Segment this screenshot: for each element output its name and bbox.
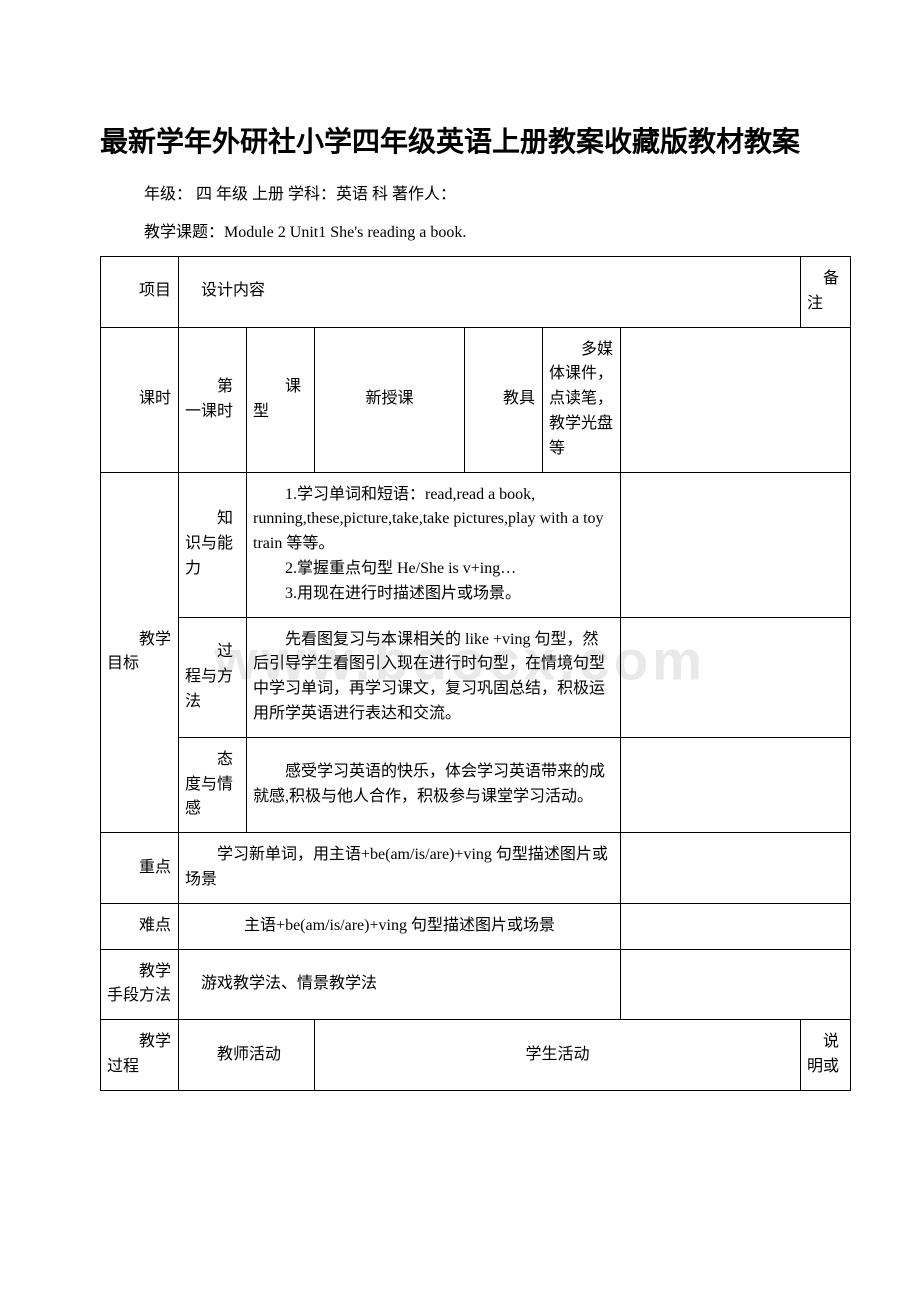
table-row: 项目 设计内容 备注 xyxy=(101,257,851,328)
student-activity-header: 学生活动 xyxy=(315,1020,801,1091)
period-remark xyxy=(621,327,851,472)
method-label: 教学手段方法 xyxy=(101,949,179,1020)
attitude-text: 感受学习英语的快乐，体会学习英语带来的成就感,积极与他人合作，积极参与课堂学习活… xyxy=(247,737,621,832)
table-row: 教学目标 知识与能力 1.学习单词和短语：read,read a book, r… xyxy=(101,472,851,617)
header-remark: 备注 xyxy=(801,257,851,328)
period-label: 课时 xyxy=(101,327,179,472)
knowledge-label: 知识与能力 xyxy=(179,472,247,617)
table-row: 课时 第一课时 课型 新授课 教具 多媒体课件，点读笔，教学光盘等 xyxy=(101,327,851,472)
class-type-label: 课型 xyxy=(247,327,315,472)
difficult-label: 难点 xyxy=(101,903,179,949)
attitude-remark xyxy=(621,737,851,832)
header-project: 项目 xyxy=(101,257,179,328)
process-row-label: 教学过程 xyxy=(101,1020,179,1091)
process-label: 过程与方法 xyxy=(179,617,247,737)
method-remark xyxy=(621,949,851,1020)
table-row: 教学手段方法 游戏教学法、情景教学法 xyxy=(101,949,851,1020)
class-type-value: 新授课 xyxy=(315,327,465,472)
table-row: 难点 主语+be(am/is/are)+ving 句型描述图片或场景 xyxy=(101,903,851,949)
keypoint-label: 重点 xyxy=(101,833,179,904)
process-remark xyxy=(621,617,851,737)
difficult-remark xyxy=(621,903,851,949)
keypoint-remark xyxy=(621,833,851,904)
tool-label: 教具 xyxy=(465,327,543,472)
meta-line-1: 年级： 四 年级 上册 学科：英语 科 著作人： xyxy=(144,180,820,204)
document-title: 最新学年外研社小学四年级英语上册教案收藏版教材教案 xyxy=(100,120,820,160)
meta-line-2: 教学课题：Module 2 Unit1 She's reading a book… xyxy=(144,218,820,242)
table-row: 重点 学习新单词，用主语+be(am/is/are)+ving 句型描述图片或场… xyxy=(101,833,851,904)
teacher-activity-header: 教师活动 xyxy=(179,1020,315,1091)
process-text: 先看图复习与本课相关的 like +ving 句型，然后引导学生看图引入现在进行… xyxy=(247,617,621,737)
header-design-content: 设计内容 xyxy=(179,257,801,328)
difficult-text: 主语+be(am/is/are)+ving 句型描述图片或场景 xyxy=(179,903,621,949)
period-value: 第一课时 xyxy=(179,327,247,472)
table-row: 过程与方法 先看图复习与本课相关的 like +ving 句型，然后引导学生看图… xyxy=(101,617,851,737)
process-note-header: 说明或 xyxy=(801,1020,851,1091)
method-text: 游戏教学法、情景教学法 xyxy=(179,949,621,1020)
keypoint-text: 学习新单词，用主语+be(am/is/are)+ving 句型描述图片或场景 xyxy=(179,833,621,904)
attitude-label: 态度与情感 xyxy=(179,737,247,832)
tool-value: 多媒体课件，点读笔，教学光盘等 xyxy=(543,327,621,472)
table-row: 教学过程 教师活动 学生活动 说明或 xyxy=(101,1020,851,1091)
lesson-plan-table: 项目 设计内容 备注 课时 第一课时 课型 新授课 教具 多媒体课件，点读笔，教… xyxy=(100,256,851,1091)
table-row: 态度与情感 感受学习英语的快乐，体会学习英语带来的成就感,积极与他人合作，积极参… xyxy=(101,737,851,832)
goal-label: 教学目标 xyxy=(101,472,179,833)
knowledge-remark xyxy=(621,472,851,617)
knowledge-text: 1.学习单词和短语：read,read a book, running,thes… xyxy=(247,472,621,617)
